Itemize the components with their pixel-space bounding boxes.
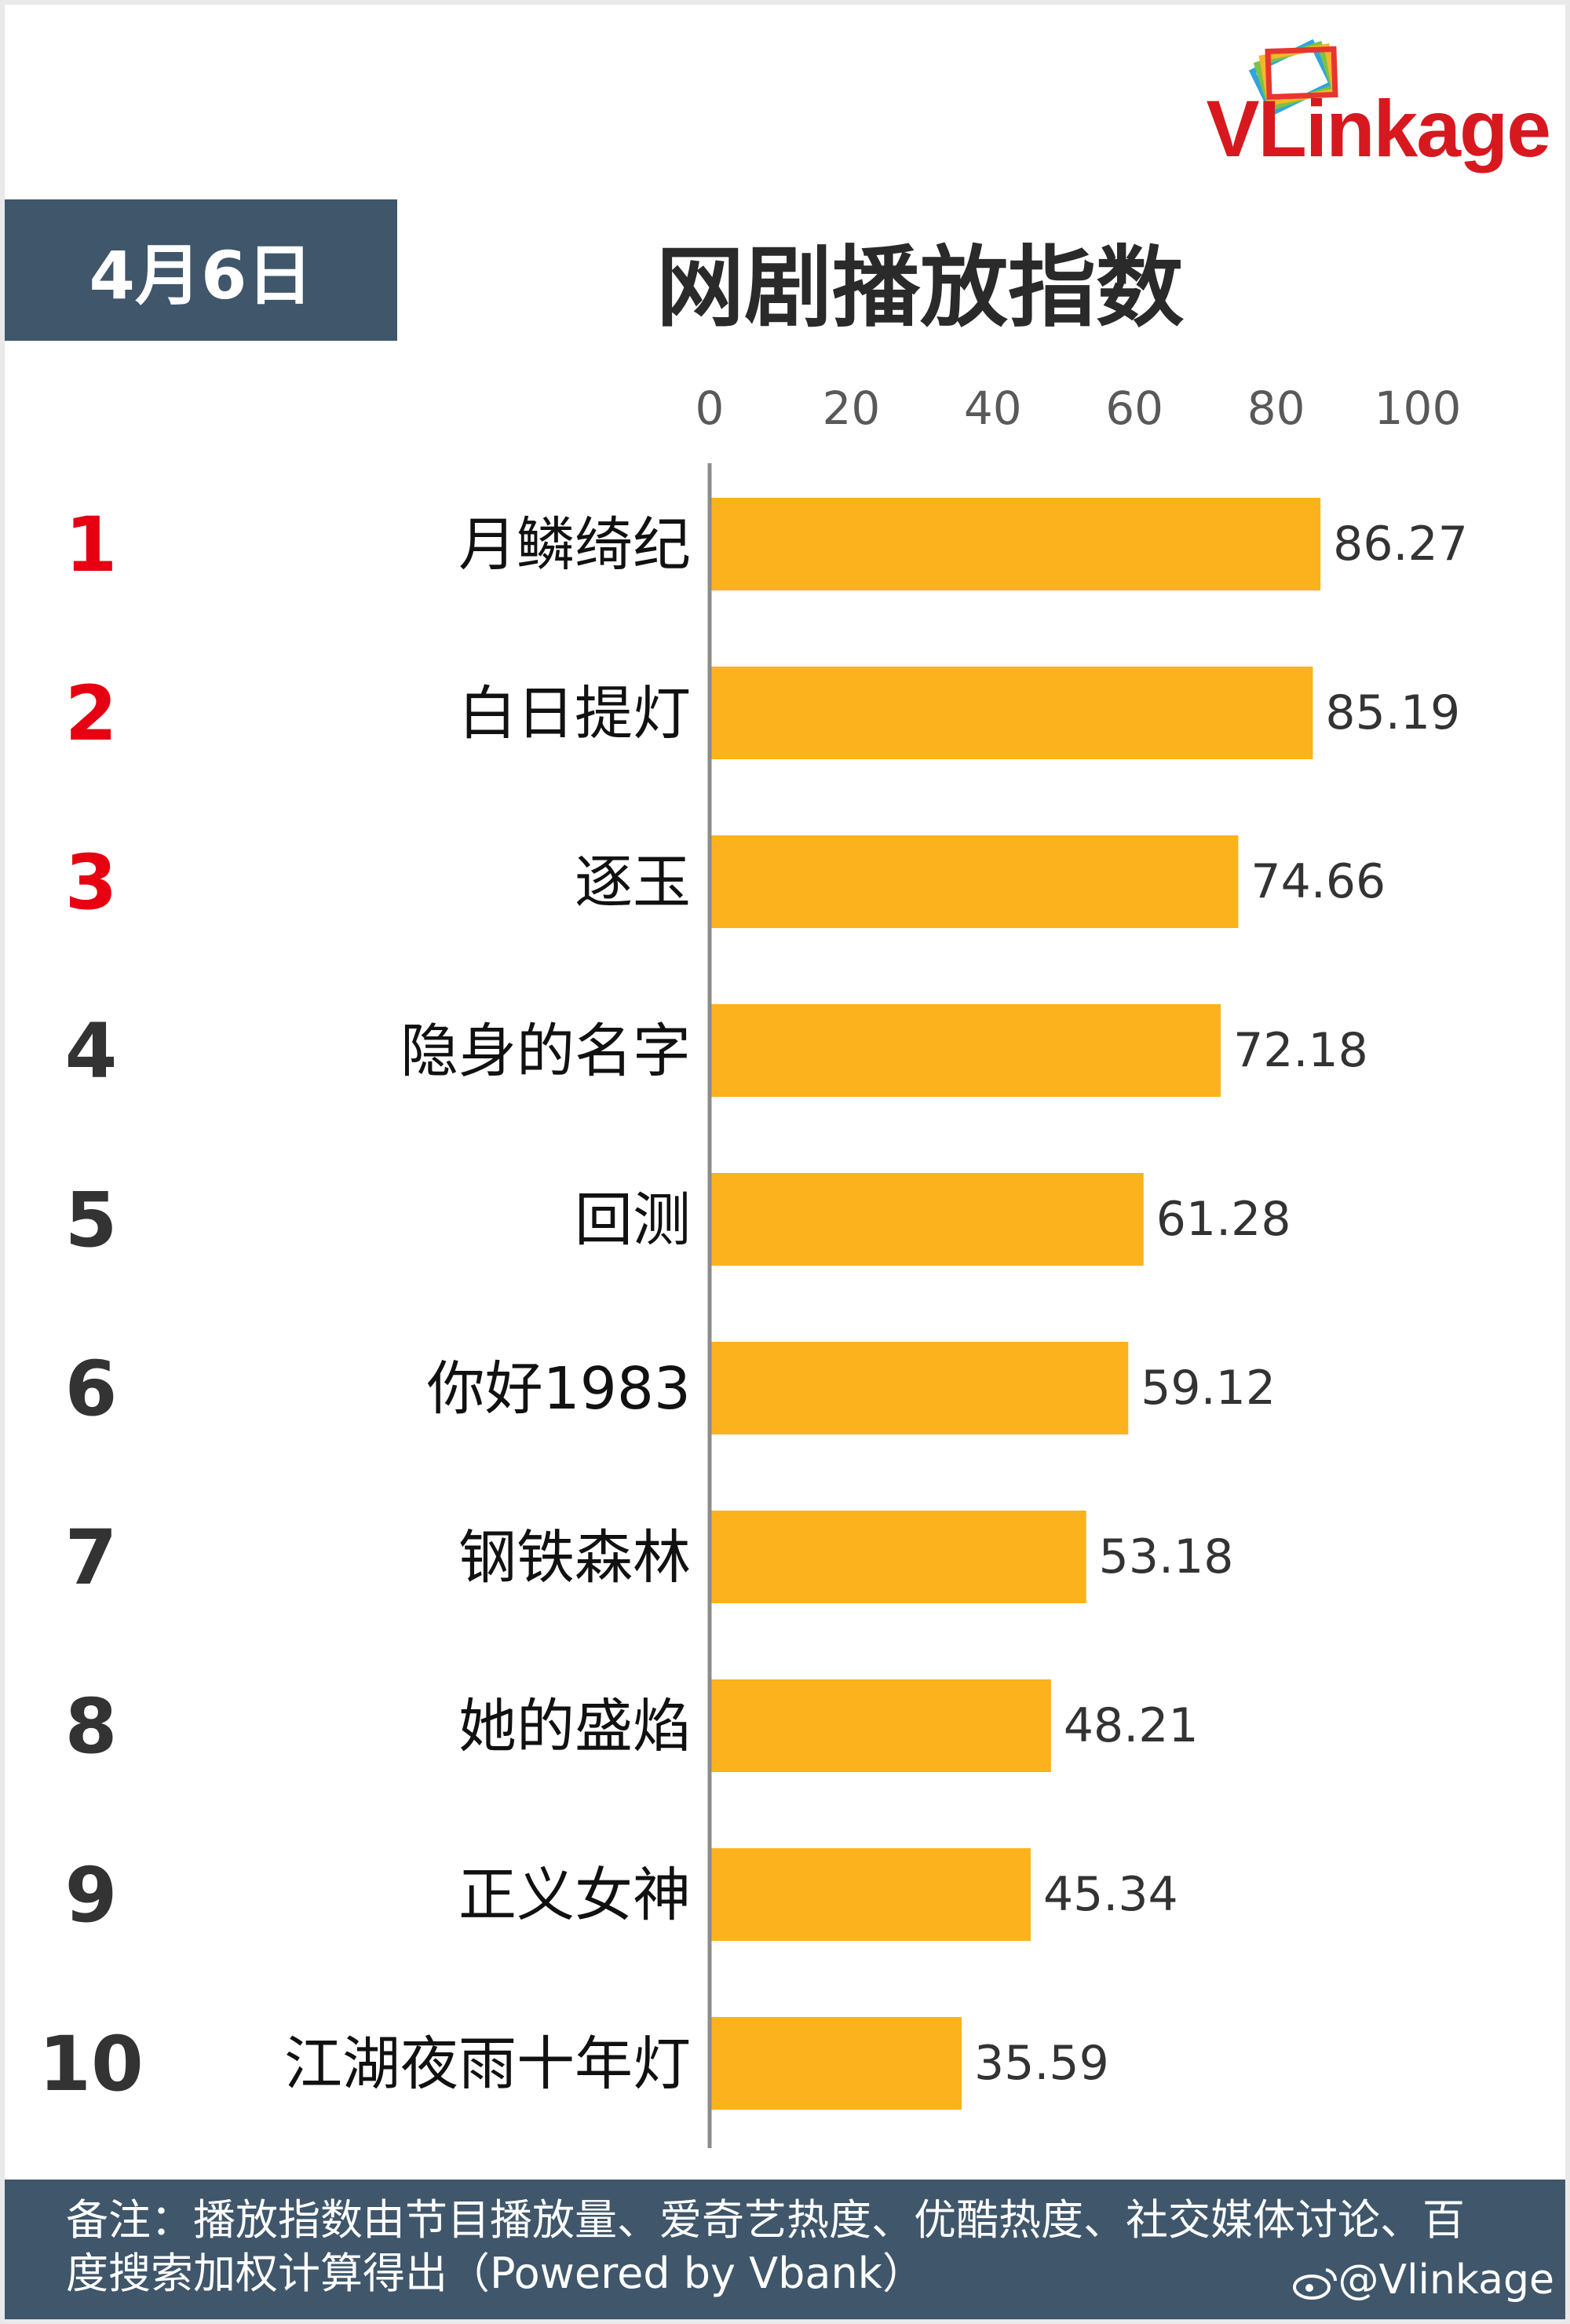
category-label: 你好1983	[427, 1355, 691, 1423]
category-label: 钢铁森林	[458, 1524, 691, 1591]
bar	[711, 498, 1321, 590]
bar	[711, 667, 1313, 759]
rank-number: 7	[65, 1514, 118, 1602]
rank-number: 2	[65, 670, 118, 758]
rank-number: 10	[38, 2020, 144, 2108]
bar	[711, 1848, 1031, 1941]
weibo-icon	[1292, 2268, 1337, 2300]
watermark-text: @Vlinkage	[1338, 2256, 1555, 2304]
value-label: 86.27	[1333, 517, 1468, 572]
chart-title: 网剧播放指数	[656, 237, 1184, 339]
bar	[711, 1004, 1221, 1097]
category-label: 正义女神	[458, 1862, 691, 1929]
rank-number: 4	[65, 1007, 118, 1095]
footer-note: 备注：播放指数由节目播放量、爱奇艺热度、优酷热度、社交媒体讨论、百度搜索加权计算…	[66, 2195, 1465, 2298]
logo-text: VLinkage	[1206, 84, 1551, 174]
category-label: 回测	[575, 1186, 691, 1254]
bar	[711, 2017, 962, 2110]
category-label: 逐玉	[575, 849, 691, 916]
category-label: 江湖夜雨十年灯	[284, 2030, 691, 2098]
bar	[711, 835, 1239, 928]
rank-number: 9	[65, 1851, 118, 1939]
category-label: 月鳞绮纪	[458, 511, 691, 579]
rank-number: 5	[65, 1176, 118, 1264]
x-tick-label: 0	[696, 382, 725, 435]
x-tick-label: 40	[964, 382, 1022, 435]
rank-number: 6	[65, 1345, 118, 1433]
rank-number: 1	[65, 501, 118, 589]
value-label: 72.18	[1233, 1023, 1368, 1078]
x-tick-label: 100	[1375, 382, 1462, 435]
x-tick-label: 20	[822, 382, 880, 435]
x-tick-label: 60	[1105, 382, 1163, 435]
value-label: 59.12	[1141, 1361, 1276, 1416]
x-tick-label: 80	[1247, 382, 1305, 435]
value-label: 85.19	[1325, 685, 1460, 740]
category-label: 隐身的名字	[400, 1018, 691, 1085]
bar	[711, 1511, 1086, 1603]
rank-number: 8	[65, 1683, 118, 1770]
bar	[711, 1173, 1144, 1266]
logo-frames-icon	[1248, 38, 1338, 115]
value-label: 48.21	[1064, 1698, 1199, 1753]
value-label: 61.28	[1156, 1192, 1291, 1247]
bar	[711, 1679, 1051, 1772]
vlinkage-logo: VLinkage	[1157, 28, 1551, 185]
chart-poster: VLinkage 4月6日 网剧播放指数 0 20 40 60 80 100 86.27 月鳞…	[5, 5, 1565, 2319]
value-label: 45.34	[1043, 1867, 1178, 1922]
value-label: 74.66	[1251, 854, 1386, 909]
value-label: 53.18	[1099, 1529, 1234, 1584]
category-label: 她的盛焰	[458, 1693, 691, 1760]
weibo-watermark: @Vlinkage	[1291, 2256, 1555, 2304]
rank-number: 3	[65, 839, 118, 926]
bar-chart: 0 20 40 60 80 100 86.27 月鳞绮纪 1 85.19 白日提灯 2 74.66 逐玉 3…	[38, 382, 1468, 2148]
bar	[711, 1342, 1129, 1434]
category-label: 白日提灯	[458, 680, 691, 747]
value-label: 35.59	[974, 2036, 1109, 2091]
date-badge: 4月6日	[5, 199, 397, 341]
